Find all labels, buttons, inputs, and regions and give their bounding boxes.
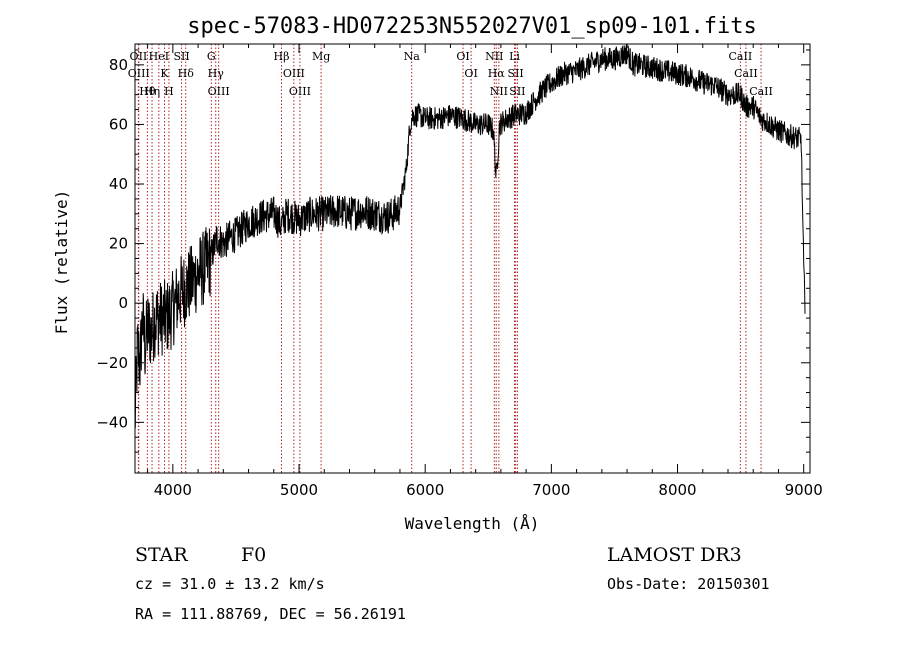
- spectral-line-label: OI: [464, 67, 477, 80]
- spectral-line-label: OIII: [128, 67, 150, 80]
- y-tick-label: 0: [118, 294, 128, 312]
- spectral-line-label: Hβ: [274, 50, 290, 63]
- spectral-line-markers: [137, 44, 762, 473]
- spectral-line-label: Li: [509, 50, 520, 63]
- spectral-line-label: Hδ: [178, 67, 195, 80]
- spectral-line-label: Mg: [312, 50, 330, 63]
- x-tick-label: 6000: [406, 481, 444, 499]
- plot-frame: [134, 43, 811, 474]
- x-tick-label: 7000: [532, 481, 570, 499]
- y-tick-label: 20: [109, 235, 128, 253]
- sky-coordinates: RA = 111.88769, DEC = 56.26191: [135, 605, 406, 623]
- spectral-line-label: SII: [173, 50, 189, 63]
- flux-series: [134, 43, 806, 429]
- spectral-line-label: K: [160, 67, 169, 80]
- x-tick-label: 5000: [280, 481, 318, 499]
- spectral-line-label: Na: [404, 50, 421, 63]
- spectral-line-label: Hη: [144, 85, 160, 98]
- spectral-line-label: OIII: [283, 67, 305, 80]
- spectral-line-label: SII: [508, 67, 524, 80]
- observation-date: Obs-Date: 20150301: [607, 575, 770, 593]
- spectral-line-label: Hθ: [139, 85, 156, 98]
- spectral-line-label: HeI: [149, 50, 169, 63]
- x-tick-label: 8000: [658, 481, 696, 499]
- flux-line: [134, 43, 806, 429]
- y-tick-label: 80: [109, 56, 128, 74]
- x-tick-label: 9000: [785, 481, 823, 499]
- y-tick-label: 60: [109, 115, 128, 133]
- spectral-line-label: OI: [456, 50, 469, 63]
- y-tick-label: 40: [109, 175, 128, 193]
- axis-ticks: [135, 44, 810, 473]
- spectral-line-label: OII: [130, 50, 148, 63]
- y-axis-label: Flux (relative): [52, 190, 71, 335]
- axis-tick-labels: 4000 5000 6000 7000 8000 9000 −40 −20 0 20 40 60 80: [96, 56, 822, 499]
- spectral-subclass: F0: [241, 544, 266, 566]
- survey-name: LAMOST DR3: [607, 544, 742, 566]
- spectral-line-label: Hγ: [208, 67, 225, 80]
- spectral-line-label: NII: [490, 85, 508, 98]
- y-tick-label: −20: [96, 354, 128, 372]
- spectral-line-label: CaII: [729, 50, 753, 63]
- spectral-line-label: CaII: [734, 67, 758, 80]
- spectral-line-label: OIII: [289, 85, 311, 98]
- spectral-line-label: G: [207, 50, 216, 63]
- spectral-line-label: SII: [509, 85, 525, 98]
- redshift-value: cz = 31.0 ± 13.2 km/s: [135, 575, 325, 593]
- spectral-line-label: OIII: [208, 85, 230, 98]
- spectral-line-label: NII: [485, 50, 503, 63]
- chart-title: spec-57083-HD072253N552027V01_sp09-101.f…: [187, 14, 757, 39]
- y-tick-label: −40: [96, 413, 128, 431]
- x-axis-label: Wavelength (Å): [405, 514, 540, 533]
- spectral-line-label: Hα: [488, 67, 506, 80]
- x-tick-label: 4000: [154, 481, 192, 499]
- spectral-line-label: CaII: [749, 85, 773, 98]
- spectral-line-label: H: [164, 85, 174, 98]
- object-class: STAR: [135, 544, 188, 566]
